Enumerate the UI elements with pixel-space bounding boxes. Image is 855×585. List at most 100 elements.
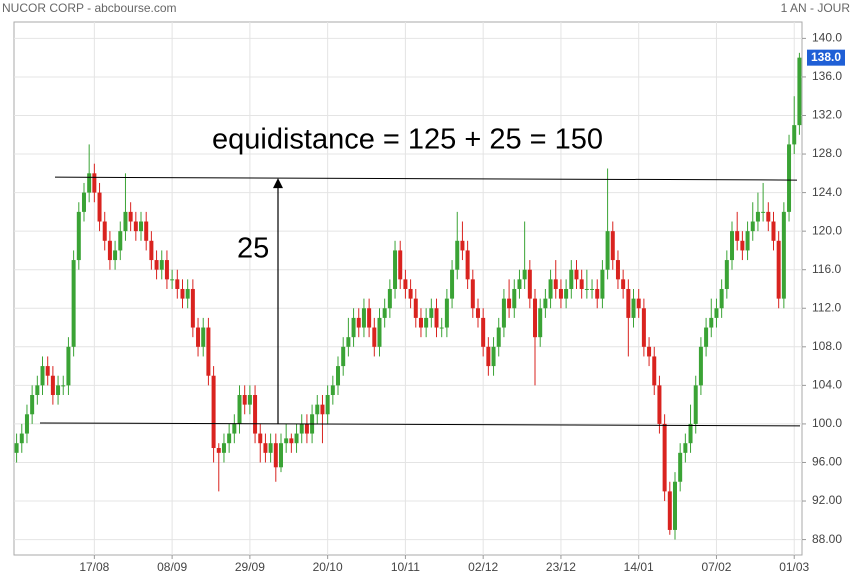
candle-body [527, 269, 532, 299]
candle-body [698, 346, 703, 386]
candle-body [600, 269, 605, 299]
trend-line [39, 422, 801, 427]
candle-body [304, 423, 309, 434]
candle-body [128, 211, 133, 222]
y-tick-label: 112.0 [812, 300, 841, 314]
x-tick-label: 20/10 [313, 560, 343, 574]
candle-body [771, 221, 776, 241]
last-price-badge [807, 49, 845, 66]
y-tick-label: 128.0 [812, 146, 842, 160]
candle-body [704, 327, 709, 347]
candle-body [543, 298, 548, 309]
candle-body [714, 308, 719, 318]
candle-body [626, 288, 631, 318]
candle-body [455, 240, 460, 270]
x-tick-label: 17/08 [79, 560, 109, 574]
trend-line [54, 176, 798, 181]
candle-body [377, 317, 382, 347]
candle-body [268, 443, 273, 453]
candle-body [253, 395, 258, 434]
candle-body [247, 395, 252, 405]
candle-body [787, 144, 792, 212]
candle-body [688, 423, 693, 444]
y-tick-label: 120.0 [812, 223, 842, 237]
candle-body [263, 443, 268, 453]
y-tick-label: 100.0 [812, 416, 842, 430]
candle-body [408, 288, 413, 299]
candle-body [123, 211, 128, 232]
candle-body [113, 250, 118, 261]
candle-body [211, 375, 216, 449]
x-tick-label: 02/12 [468, 560, 498, 574]
candle-body [382, 308, 387, 318]
candle-body [164, 260, 169, 280]
candle-body [320, 404, 325, 415]
candle-body [750, 221, 755, 232]
candle-body [647, 346, 652, 357]
candle-body [35, 385, 40, 396]
candle-body [418, 317, 423, 328]
candle-body [81, 192, 86, 212]
candle-body [227, 433, 232, 444]
candle-body [501, 298, 506, 328]
y-tick-label: 136.0 [812, 69, 842, 83]
candle-body [336, 366, 341, 386]
y-tick-label: 140.0 [812, 31, 842, 45]
candle-body [470, 279, 475, 309]
candle-body [367, 308, 372, 328]
candle-body [657, 385, 662, 424]
x-tick-label: 14/01 [624, 560, 654, 574]
candle-body [71, 260, 76, 347]
candle-body [745, 231, 750, 251]
candle-body [548, 279, 553, 299]
y-tick-label: 108.0 [812, 339, 842, 353]
arrow-head [273, 178, 283, 189]
candle-body [273, 443, 278, 468]
candle-body [190, 288, 195, 328]
x-tick-label: 07/02 [701, 560, 731, 574]
y-tick-label: 92.00 [812, 493, 842, 507]
candle-body [294, 433, 299, 444]
candle-body [351, 317, 356, 338]
candle-body [553, 279, 558, 289]
candle-body [346, 337, 351, 347]
candle-body [325, 395, 330, 415]
candle-body [475, 308, 480, 318]
candle-body [595, 288, 600, 299]
candle-body [564, 288, 569, 299]
chart-title: NUCOR CORP - abcbourse.com [2, 1, 177, 15]
candle-body [755, 211, 760, 222]
candle-body [45, 366, 50, 376]
candle-body [558, 288, 563, 299]
candle-body [24, 414, 29, 434]
candle-body [175, 279, 180, 289]
candle-body [761, 211, 766, 213]
candle-body [621, 279, 626, 289]
candle-body [719, 288, 724, 309]
candle-body [735, 231, 740, 241]
candle-body [481, 317, 486, 347]
y-tick-label: 88.00 [812, 532, 842, 546]
candle-body [512, 288, 517, 309]
candle-body [278, 443, 283, 468]
candle-body [569, 269, 574, 289]
candle-body [662, 423, 667, 492]
candle-body [615, 260, 620, 280]
candle-body [424, 317, 429, 328]
candle-body [149, 240, 154, 261]
candle-body [133, 221, 138, 232]
candle-body [144, 221, 149, 241]
x-tick-label: 10/11 [391, 560, 420, 574]
plot-frame [13, 21, 803, 556]
candle-body [315, 404, 320, 415]
annotation: equidistance = 125 + 25 = 150 [212, 124, 603, 156]
x-tick-label: 08/09 [157, 560, 187, 574]
candle-body [740, 240, 745, 251]
candle-body [56, 385, 61, 396]
candle-body [652, 356, 657, 386]
candle-body [641, 308, 646, 347]
candle-body [792, 125, 797, 145]
candle-body [439, 327, 444, 329]
